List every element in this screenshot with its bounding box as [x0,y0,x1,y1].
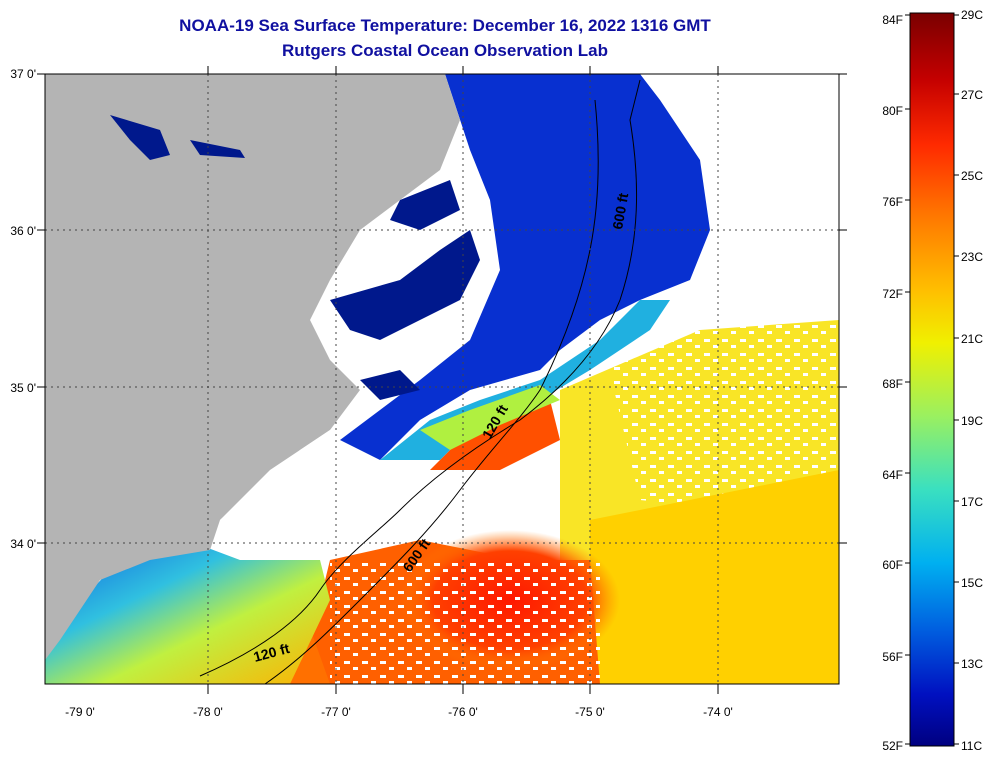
cbar-f-60: 60F [882,558,903,572]
land [45,74,460,660]
lon-label-74: -74 0' [703,705,733,719]
cbar-f-68: 68F [882,377,903,391]
cbar-c-13: 13C [961,657,983,671]
cbar-f-56: 56F [882,650,903,664]
cbar-f-80: 80F [882,104,903,118]
colorbar-ticks [905,14,959,745]
cbar-c-27: 27C [961,88,983,102]
cbar-c-25: 25C [961,169,983,183]
contour-label-600ft-north: 600 ft [609,191,631,230]
map-frame [44,73,840,685]
lat-label-36: 36 0' [10,224,36,238]
map-title: NOAA-19 Sea Surface Temperature: Decembe… [179,16,711,35]
lat-label-35: 35 0' [10,381,36,395]
lat-label-37: 37 0' [10,67,36,81]
depth-contours [199,79,641,685]
sst-field [45,74,839,684]
lat-label-34: 34 0' [10,537,36,551]
cbar-c-11: 11C [961,739,982,753]
cbar-c-21: 21C [961,332,983,346]
cbar-c-15: 15C [961,576,983,590]
lon-label-76: -76 0' [448,705,478,719]
cbar-f-52: 52F [882,739,903,753]
lon-label-79: -79 0' [65,705,95,719]
axis-ticks [37,66,847,694]
pamlico-sound [330,230,480,340]
cbar-f-64: 64F [882,468,903,482]
cbar-f-76: 76F [882,195,903,209]
colorbar [909,12,955,747]
cbar-c-23: 23C [961,250,983,264]
cbar-f-84: 84F [882,13,903,27]
cbar-c-19: 19C [961,414,983,428]
cbar-c-17: 17C [961,495,983,509]
lon-label-75: -75 0' [575,705,605,719]
lon-label-78: -78 0' [193,705,223,719]
map-subtitle: Rutgers Coastal Ocean Observation Lab [282,41,608,60]
graticule [45,74,839,684]
cbar-f-72: 72F [882,287,903,301]
cbar-c-29: 29C [961,8,983,22]
lon-label-77: -77 0' [321,705,351,719]
